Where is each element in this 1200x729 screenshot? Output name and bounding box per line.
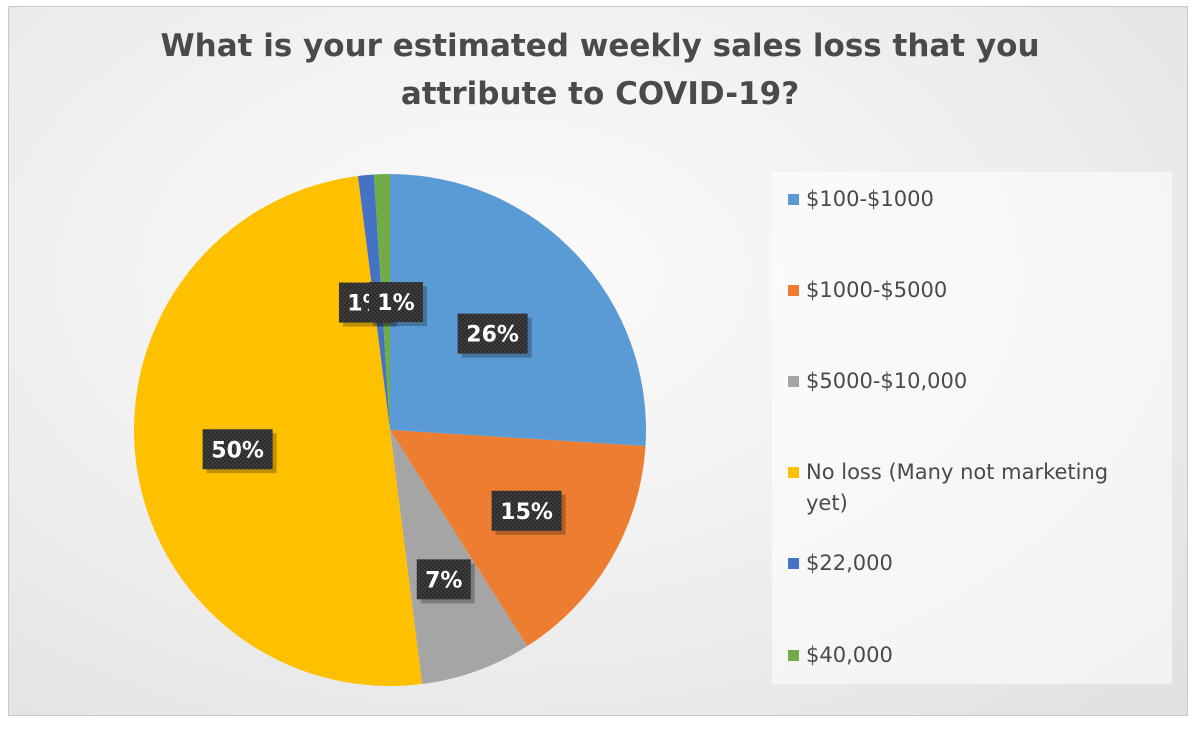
legend-label-no-loss-line-2: yet): [806, 491, 848, 515]
legend-item-22000: $22,000: [788, 548, 1158, 579]
legend-item-1000-5000: $1000-$5000: [788, 275, 1158, 306]
legend: $100-$1000 $1000-$5000 $5000-$10,000 No …: [772, 172, 1172, 684]
pie-slice-100-1000: [390, 174, 647, 447]
data-label-1000-5000: 15%: [500, 500, 553, 525]
legend-swatch-no-loss: [788, 467, 799, 478]
data-label-box-40000: [368, 282, 423, 323]
data-label-box-no-loss: [202, 429, 273, 470]
data-label-box-5000-10000: [416, 559, 471, 600]
data-label-5000-10000: 7%: [425, 568, 462, 593]
pie-data-labels: 26%15%7%50%1%1%: [202, 282, 566, 604]
legend-label-1000-5000: $1000-$5000: [806, 278, 948, 302]
legend-item-no-loss: No loss (Many not marketing yet): [788, 457, 1158, 519]
legend-swatch-22000: [788, 558, 799, 569]
pie-slice-5000-10000: [390, 430, 528, 684]
legend-label-40000: $40,000: [806, 643, 893, 667]
legend-item-5000-10000: $5000-$10,000: [788, 366, 1158, 397]
legend-label-22000: $22,000: [806, 551, 893, 575]
chart-title-line-2: attribute to COVID-19?: [400, 76, 800, 112]
legend-item-40000: $40,000: [788, 640, 1158, 671]
legend-item-100-1000: $100-$1000: [788, 184, 1158, 215]
legend-swatch-100-1000: [788, 194, 799, 205]
data-label-box-100-1000: [457, 313, 528, 354]
legend-label-100-1000: $100-$1000: [806, 187, 934, 211]
data-label-100-1000: 26%: [466, 323, 519, 348]
pie-slices: [134, 174, 647, 687]
legend-label-no-loss-line-1: No loss (Many not marketing: [806, 460, 1109, 484]
chart-title: What is your estimated weekly sales loss…: [0, 22, 1200, 118]
legend-swatch-5000-10000: [788, 376, 799, 387]
legend-swatch-40000: [788, 650, 799, 661]
data-label-no-loss: 50%: [211, 438, 264, 463]
data-label-40000: 1%: [377, 291, 414, 316]
chart-title-line-1: What is your estimated weekly sales loss…: [160, 28, 1040, 64]
pie-slice-1000-5000: [390, 430, 646, 647]
legend-label-5000-10000: $5000-$10,000: [806, 369, 968, 393]
data-label-box-1000-5000: [491, 490, 562, 531]
legend-swatch-1000-5000: [788, 285, 799, 296]
